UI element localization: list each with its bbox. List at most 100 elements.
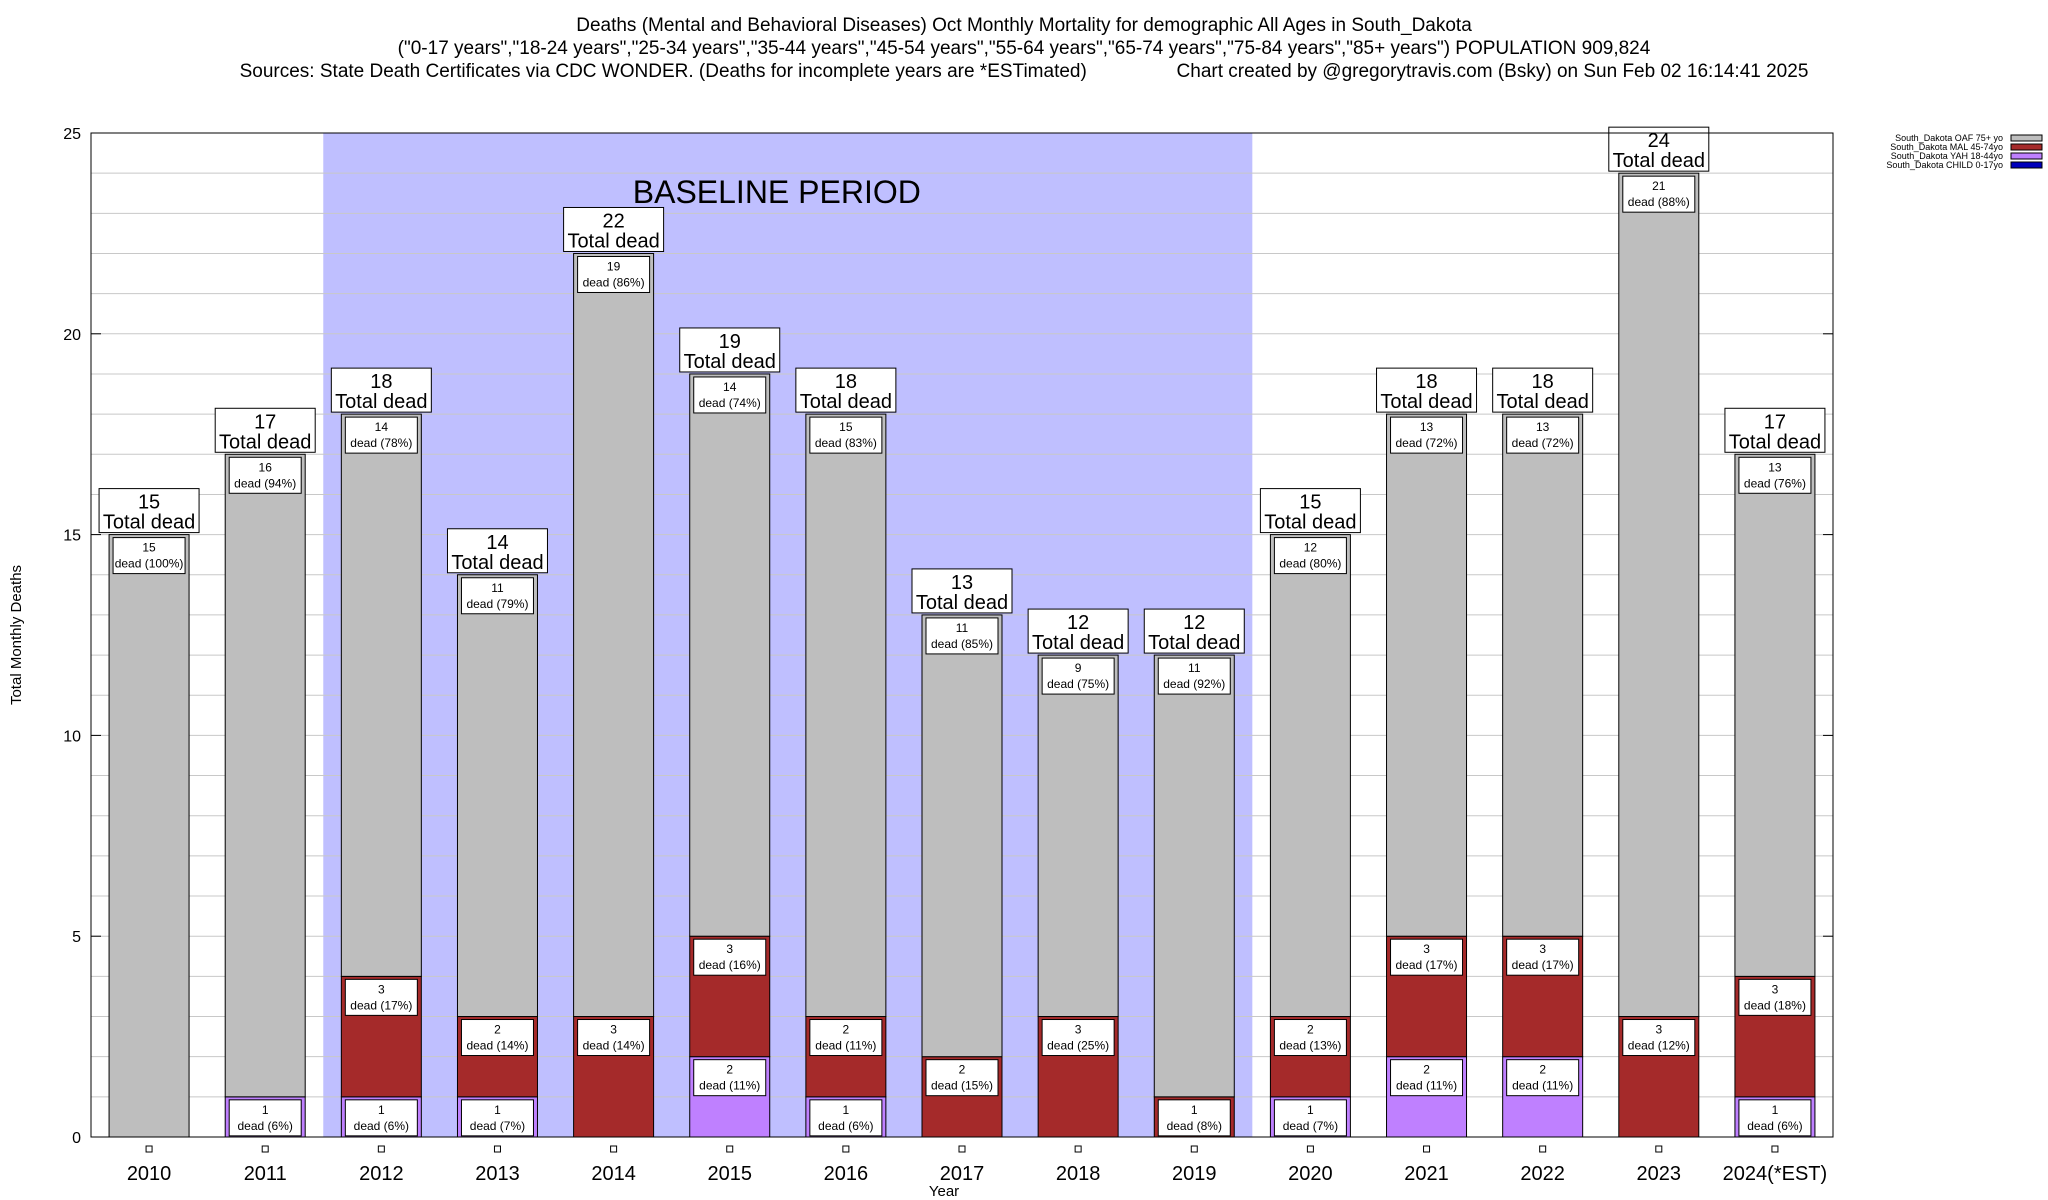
x-tick-marker xyxy=(1655,1145,1663,1153)
segment-percent-label: dead (13%) xyxy=(1279,1039,1341,1053)
segment-count-label: 2 xyxy=(1307,1023,1314,1037)
segment-percent-label: dead (83%) xyxy=(815,436,877,450)
segment-count-label: 14 xyxy=(723,380,737,394)
segment-label-box xyxy=(1157,1099,1231,1137)
segment-percent-label: dead (12%) xyxy=(1628,1039,1690,1053)
x-tick-marker xyxy=(1771,1145,1779,1153)
segment-label-box xyxy=(1390,938,1464,976)
x-tick-marker xyxy=(493,1145,501,1153)
x-tick-marker xyxy=(1539,1145,1547,1153)
bar-segment xyxy=(1269,534,1351,1018)
y-tick-label: 10 xyxy=(63,728,81,745)
segment-percent-label: dead (94%) xyxy=(234,476,296,490)
segment-count-label: 19 xyxy=(607,259,621,273)
segment-count-label: 14 xyxy=(375,420,389,434)
x-tick-label: 2011 xyxy=(244,1163,287,1185)
y-tick-label: 5 xyxy=(72,929,81,946)
total-value-label: 17 xyxy=(1764,411,1786,433)
axes: 0 5 10 15 20 25 2010 2011 2012 2013 2014 2015 2016 20… xyxy=(8,126,1834,1200)
segment-percent-label: dead (72%) xyxy=(1512,436,1574,450)
segment-count-label: 3 xyxy=(1655,1023,1662,1037)
segment-percent-label: dead (76%) xyxy=(1744,476,1806,490)
legend-label: South_Dakota CHILD 0-17yo xyxy=(1886,160,2003,170)
bar-segment xyxy=(340,413,422,977)
segment-label-box xyxy=(228,1099,302,1137)
legend-swatch xyxy=(2010,134,2043,142)
segment-percent-label: dead (86%) xyxy=(583,275,645,289)
x-tick-marker xyxy=(1190,1145,1198,1153)
bar-segment xyxy=(1734,453,1816,977)
segment-label-box xyxy=(1041,1019,1115,1057)
x-tick-marker xyxy=(145,1145,153,1153)
bar-segment xyxy=(1153,654,1235,1098)
segment-percent-label: dead (25%) xyxy=(1047,1039,1109,1053)
total-dead-label: Total dead xyxy=(1497,391,1589,413)
legend-swatch xyxy=(2010,161,2043,169)
bar-segment xyxy=(456,574,538,1018)
total-value-label: 22 xyxy=(602,210,624,232)
segment-label-box xyxy=(344,1099,418,1137)
bar-segment xyxy=(1037,654,1119,1018)
baseline-period-label: BASELINE PERIOD xyxy=(633,174,921,210)
total-value-label: 15 xyxy=(1299,492,1321,514)
x-tick-marker xyxy=(1074,1145,1082,1153)
segment-percent-label: dead (17%) xyxy=(1512,958,1574,972)
segment-label-box xyxy=(1622,1019,1696,1057)
x-tick-marker xyxy=(1306,1145,1314,1153)
segment-label-box xyxy=(1273,1019,1347,1057)
segment-label-box xyxy=(1506,416,1580,454)
segment-label-box xyxy=(112,537,186,575)
x-tick-label: 2023 xyxy=(1637,1163,1682,1185)
legend-label: South_Dakota MAL 45-74yo xyxy=(1890,142,2003,152)
total-value-label: 12 xyxy=(1183,612,1205,634)
x-tick-marker xyxy=(958,1145,966,1153)
chart-title-block: Deaths (Mental and Behavioral Diseases) … xyxy=(0,14,2048,83)
segment-count-label: 1 xyxy=(494,1103,501,1117)
x-tick-label: 2010 xyxy=(127,1163,172,1185)
segment-percent-label: dead (18%) xyxy=(1744,998,1806,1012)
segment-count-label: 15 xyxy=(142,541,156,555)
total-value-label: 18 xyxy=(1415,371,1437,393)
total-label-box xyxy=(1724,407,1826,453)
segment-count-label: 12 xyxy=(1304,541,1318,555)
segment-label-box xyxy=(925,617,999,655)
segment-count-label: 13 xyxy=(1536,420,1550,434)
segment-percent-label: dead (79%) xyxy=(466,597,528,611)
bar-segment xyxy=(224,453,306,1098)
x-tick-label: 2019 xyxy=(1172,1163,1217,1185)
segment-percent-label: dead (6%) xyxy=(818,1119,873,1133)
total-dead-label: Total dead xyxy=(916,592,1008,614)
segment-label-box xyxy=(925,1059,999,1097)
x-tick-label: 2017 xyxy=(940,1163,985,1185)
segment-count-label: 11 xyxy=(1188,661,1201,675)
segment-count-label: 1 xyxy=(1772,1103,1779,1117)
total-dead-label: Total dead xyxy=(1032,632,1124,654)
segment-label-box xyxy=(1041,657,1115,695)
segment-label-box xyxy=(693,938,767,976)
segment-percent-label: dead (11%) xyxy=(815,1039,876,1053)
segment-percent-label: dead (11%) xyxy=(1512,1079,1573,1093)
total-dead-label: Total dead xyxy=(335,391,427,413)
segment-label-box xyxy=(344,416,418,454)
x-tick-label: 2024(*EST) xyxy=(1723,1163,1828,1185)
segment-percent-label: dead (11%) xyxy=(699,1079,760,1093)
segment-percent-label: dead (7%) xyxy=(470,1119,525,1133)
segment-count-label: 15 xyxy=(839,420,853,434)
total-label-box xyxy=(795,367,897,413)
segment-count-label: 21 xyxy=(1652,179,1666,193)
y-tick-label: 25 xyxy=(63,126,81,143)
bar-segment xyxy=(108,534,190,1138)
bars xyxy=(108,172,1816,1138)
segment-label-box xyxy=(1390,1059,1464,1097)
segment-label-box xyxy=(1506,938,1580,976)
segment-count-label: 1 xyxy=(1191,1103,1198,1117)
segment-count-label: 2 xyxy=(843,1023,850,1037)
bar-segment xyxy=(1502,413,1584,937)
segment-percent-label: dead (17%) xyxy=(350,998,412,1012)
total-dead-label: Total dead xyxy=(219,431,311,453)
segment-label-box xyxy=(460,1099,534,1137)
segment-percent-label: dead (16%) xyxy=(699,958,761,972)
total-value-label: 17 xyxy=(254,411,276,433)
segment-count-label: 3 xyxy=(1423,942,1430,956)
